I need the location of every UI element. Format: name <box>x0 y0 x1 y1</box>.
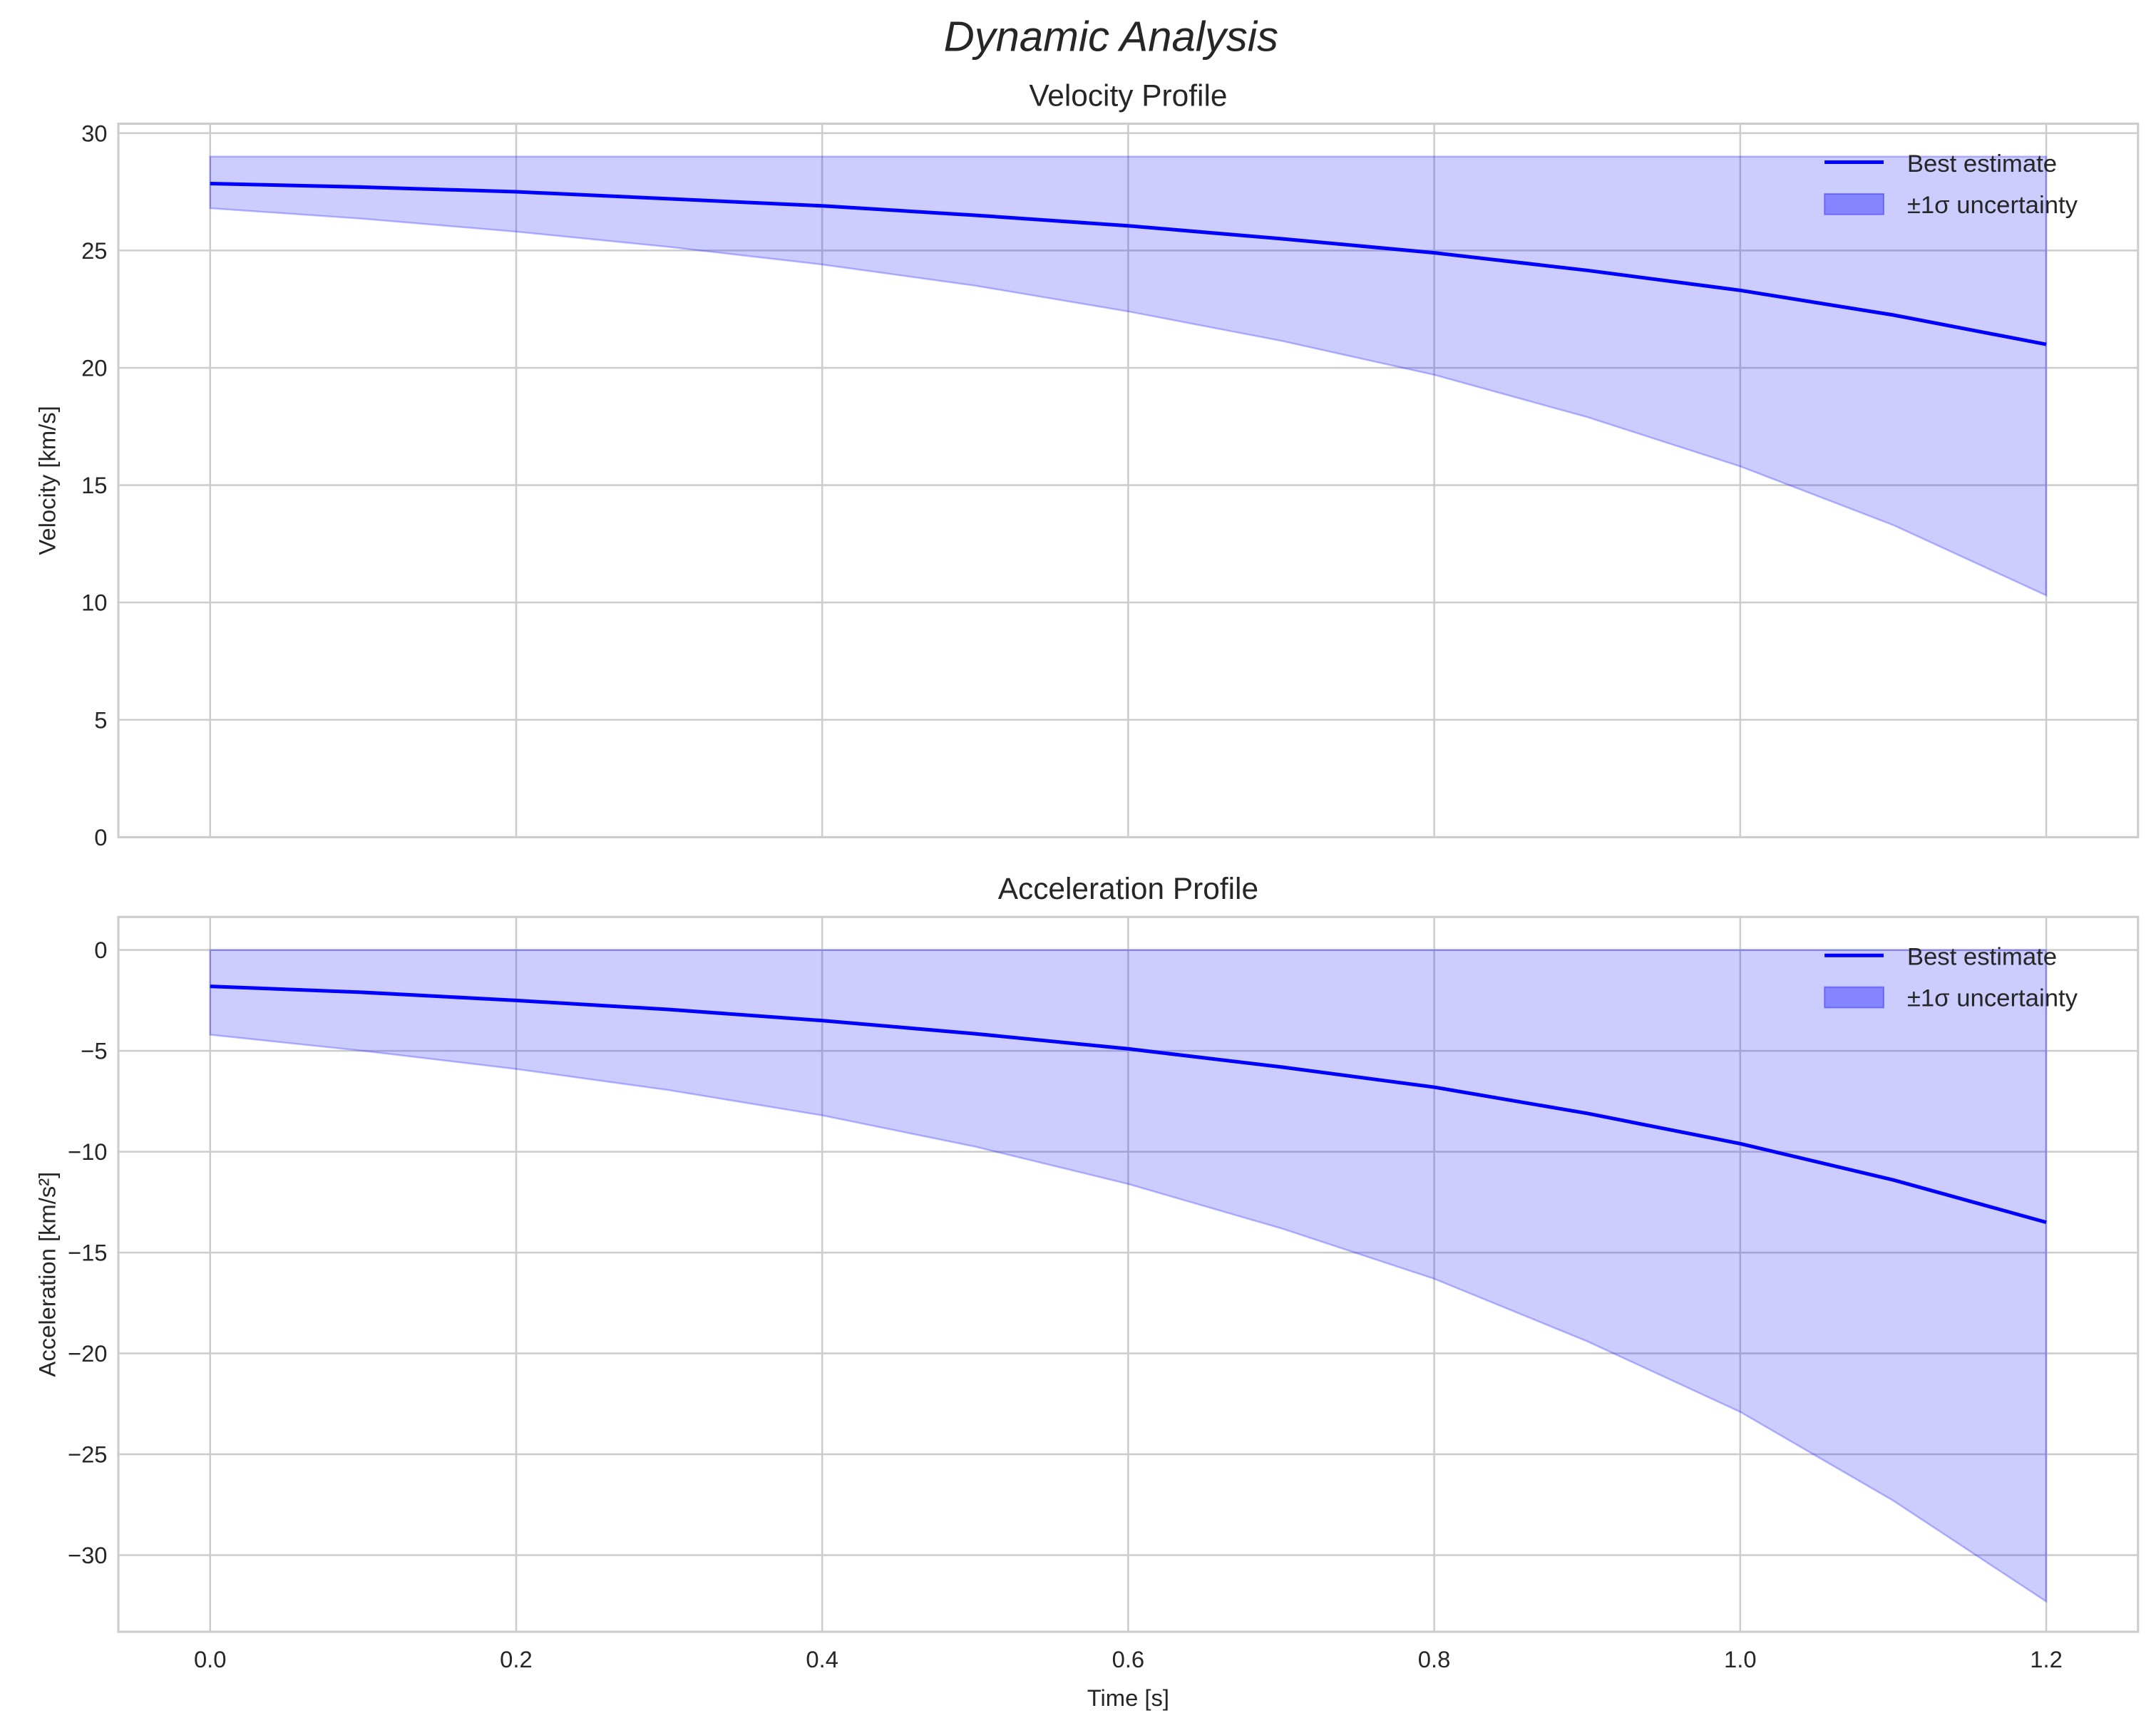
legend-label: ±1σ uncertainty <box>1907 985 2078 1012</box>
y-tick-label: 30 <box>81 120 107 146</box>
best-estimate-line <box>210 984 2047 1225</box>
y-tick-label: 0 <box>94 824 107 850</box>
y-axis-label: Velocity [km/s] <box>34 406 60 555</box>
y-tick-label: 10 <box>81 590 107 616</box>
y-tick-label: 15 <box>81 472 107 498</box>
x-tick-label: 0.0 <box>194 1646 227 1672</box>
y-tick-label: −5 <box>81 1038 107 1064</box>
x-tick-label: 1.0 <box>1724 1646 1757 1672</box>
axes-frame <box>117 123 2140 838</box>
y-tick-label: −20 <box>68 1340 108 1367</box>
y-tick-label: 0 <box>94 937 107 963</box>
x-tick-label: 0.2 <box>500 1646 533 1672</box>
y-tick-label: −25 <box>68 1441 108 1468</box>
suptitle: Dynamic Analysis <box>944 12 1278 60</box>
subplot-title: Velocity Profile <box>1029 78 1227 112</box>
x-axis-label: Time [s] <box>1087 1685 1169 1711</box>
legend-band-swatch <box>1824 192 1885 215</box>
legend: Best estimate ±1σ uncertainty <box>1824 944 2078 1012</box>
legend-label: Best estimate <box>1907 944 2057 971</box>
y-tick-label: −10 <box>68 1138 108 1165</box>
x-tick-label: 1.2 <box>2030 1646 2063 1672</box>
legend-label: Best estimate <box>1907 150 2057 178</box>
axes-frame <box>117 915 2140 1633</box>
y-tick-label: 5 <box>94 706 107 733</box>
velocity-subplot: 0 5 10 15 20 25 30 Velocity Profile Velocity [km… <box>34 78 2140 850</box>
legend-label: ±1σ uncertainty <box>1907 192 2078 219</box>
x-tick-label: 0.6 <box>1112 1646 1145 1672</box>
y-axis-label: Acceleration [km/s²] <box>34 1172 60 1377</box>
x-tick-label: 0.8 <box>1418 1646 1451 1672</box>
acceleration-subplot: 0.0 0.2 0.4 0.6 0.8 1.0 1.2 0 −5 −10 −15 −20 −25 −30 A… <box>34 872 2140 1711</box>
uncertainty-band <box>209 155 2048 597</box>
legend: Best estimate ±1σ uncertainty <box>1824 150 2078 219</box>
y-tick-label: −15 <box>68 1240 108 1266</box>
y-tick-label: −30 <box>68 1542 108 1568</box>
best-estimate-line <box>210 182 2047 346</box>
y-tick-label: 20 <box>81 355 107 381</box>
x-tick-label: 0.4 <box>806 1646 838 1672</box>
legend-band-swatch <box>1824 986 1885 1009</box>
subplot-title: Acceleration Profile <box>998 872 1258 905</box>
y-tick-label: 25 <box>81 237 107 264</box>
